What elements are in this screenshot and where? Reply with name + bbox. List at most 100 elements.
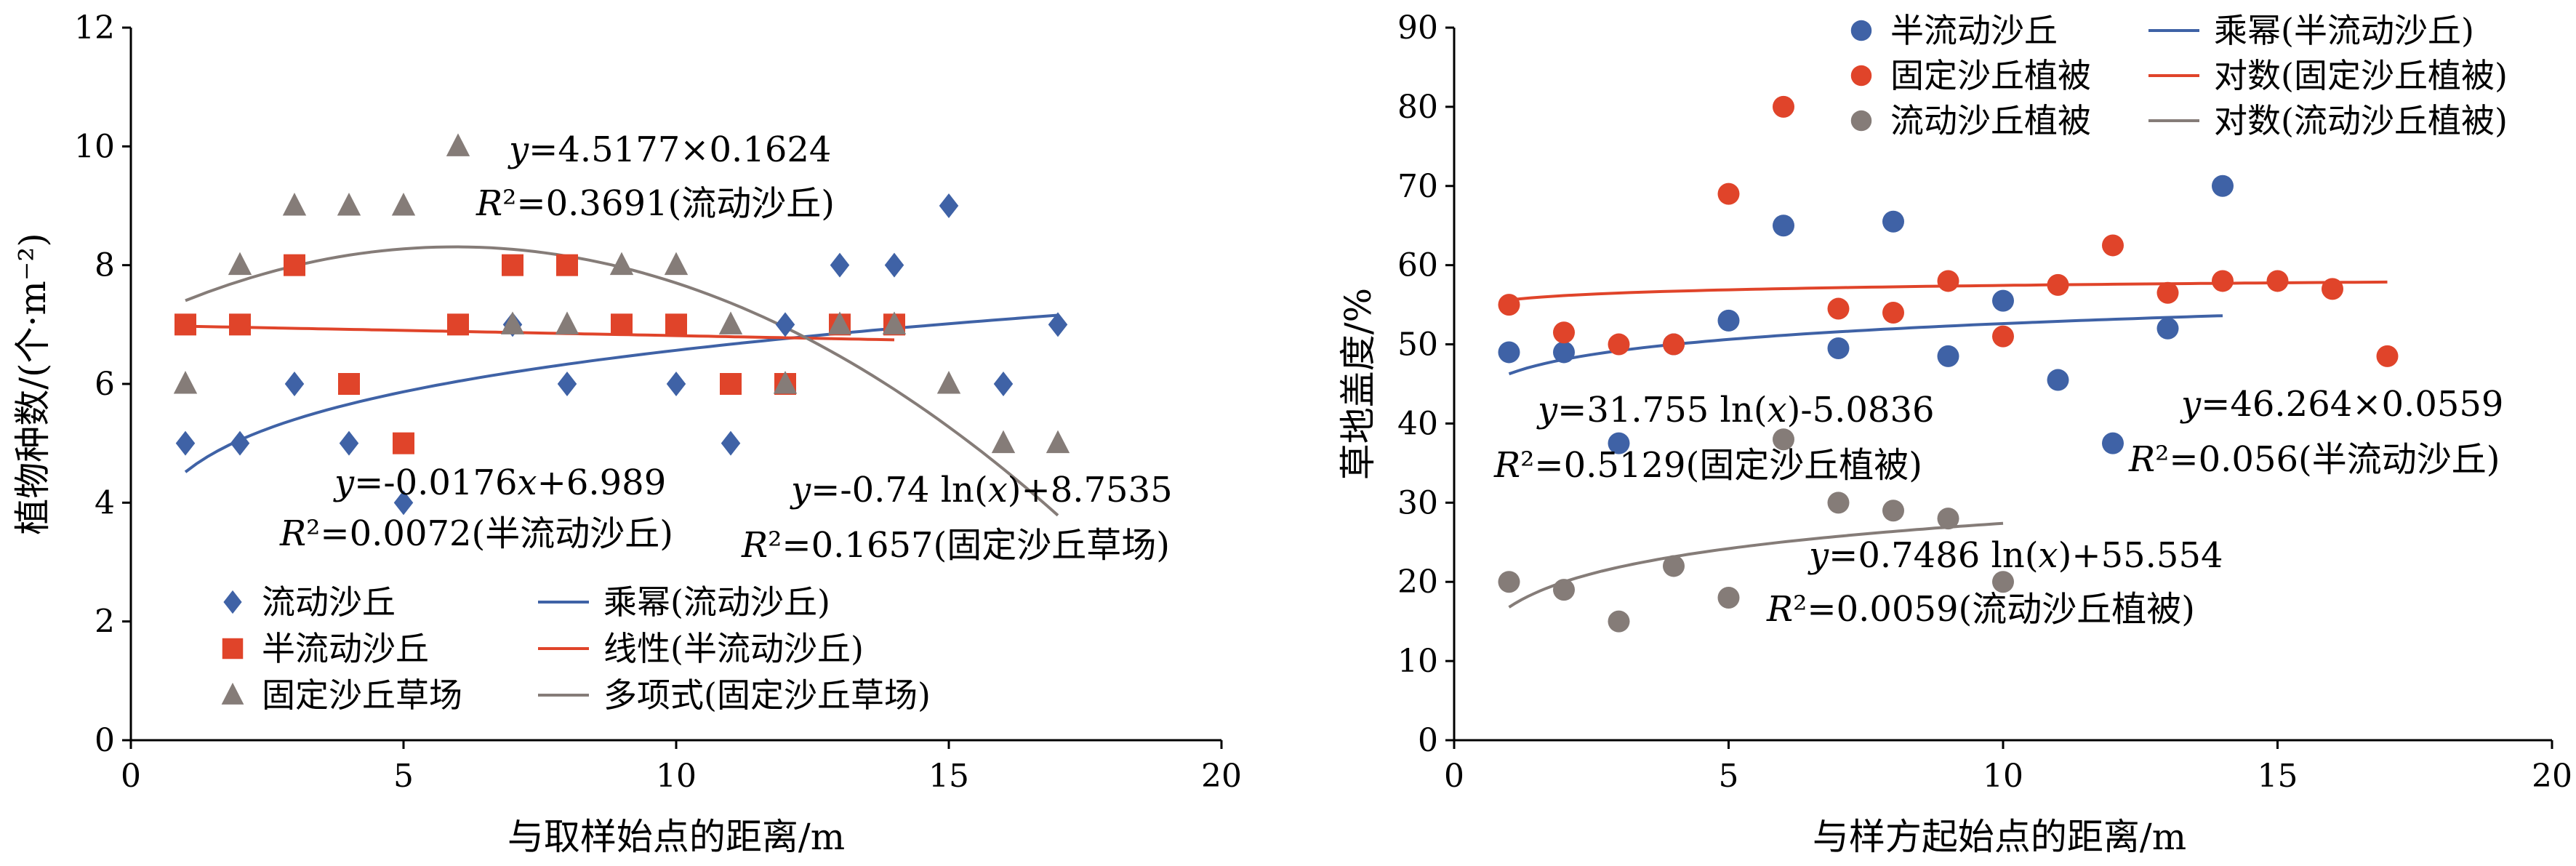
legend-label: 对数(流动沙丘植被) [2214, 101, 2508, 140]
data-point [1553, 341, 1575, 364]
data-point [339, 430, 359, 456]
legend-marker [221, 682, 244, 705]
y-tick-label: 10 [1397, 643, 1438, 680]
data-point [1992, 289, 2014, 312]
y-tick-label: 8 [95, 247, 115, 284]
data-point [555, 311, 579, 334]
x-tick-label: 20 [2532, 758, 2572, 795]
data-point [2376, 345, 2399, 367]
data-point [1553, 579, 1575, 601]
y-tick-label: 90 [1397, 9, 1438, 47]
data-point [1048, 312, 1068, 337]
r-squared-label: R²=0.0072(半流动沙丘) [279, 513, 673, 554]
data-point [773, 371, 798, 394]
data-point [446, 133, 470, 156]
data-point [1992, 571, 2014, 593]
data-point [1608, 333, 1630, 356]
y-tick-label: 80 [1397, 89, 1438, 126]
data-point [282, 193, 307, 216]
data-point [2266, 270, 2289, 292]
data-point [1553, 321, 1575, 344]
data-point [830, 252, 850, 278]
trendline [185, 324, 895, 342]
data-point [936, 371, 961, 394]
r-squared-label: R²=0.0059(流动沙丘植被) [1766, 589, 2195, 630]
data-point [284, 254, 305, 276]
y-tick-label: 6 [95, 366, 115, 403]
data-point [721, 430, 741, 456]
data-point [1663, 555, 1685, 577]
equation-label: y=4.5177×0.1624 [507, 129, 831, 170]
data-point [1773, 95, 1794, 118]
legend-label: 固定沙丘植被 [1890, 56, 2091, 95]
data-point [1827, 492, 1850, 514]
data-point [2047, 273, 2069, 296]
equation-label: y=46.264×0.0559 [2180, 384, 2503, 425]
data-point [2156, 281, 2179, 304]
x-tick-label: 15 [928, 758, 969, 795]
legend-marker [223, 590, 242, 614]
legend-label: 线性(半流动沙丘) [603, 629, 864, 668]
legend-label: 半流动沙丘 [1890, 11, 2058, 50]
data-point [1498, 571, 1520, 593]
x-tick-label: 5 [1719, 758, 1739, 795]
data-point [2212, 270, 2234, 292]
data-point [2102, 432, 2124, 454]
x-tick-label: 10 [656, 758, 697, 795]
data-point [1827, 297, 1850, 320]
legend-label: 乘幂(半流动沙丘) [2214, 11, 2474, 50]
y-tick-label: 0 [95, 722, 115, 759]
x-tick-label: 20 [1201, 758, 1242, 795]
equation-label: y=-0.0176x+6.989 [333, 462, 666, 503]
data-point [2322, 278, 2343, 300]
data-point [1882, 210, 1904, 233]
data-point [884, 252, 904, 278]
legend: 半流动沙丘 乘幂(半流动沙丘) 固定沙丘植被 对数(固定沙丘植被) 流动沙丘植被 对数(流… [1850, 11, 2508, 140]
data-point [229, 313, 251, 336]
data-point [557, 372, 577, 396]
data-point [1937, 270, 1959, 292]
data-point [284, 372, 305, 396]
y-tick-label: 30 [1397, 484, 1438, 521]
data-point [174, 313, 196, 336]
y-tick-label: 0 [1418, 722, 1438, 759]
x-tick-label: 10 [1983, 758, 2023, 795]
data-point [1992, 325, 2014, 348]
data-point [1498, 294, 1520, 316]
data-point [666, 372, 686, 396]
data-point [1608, 432, 1630, 454]
data-point [502, 254, 523, 276]
legend-label: 固定沙丘草场 [262, 675, 462, 715]
data-point [1717, 587, 1740, 609]
x-tick-label: 0 [121, 758, 141, 795]
y-tick-label: 50 [1397, 326, 1438, 364]
data-point [991, 430, 1016, 454]
data-point [718, 311, 743, 334]
data-point [882, 311, 907, 334]
data-point [447, 313, 469, 336]
data-point [1827, 337, 1850, 359]
r-squared-label: R²=0.3691(流动沙丘) [476, 183, 835, 224]
data-point [609, 252, 634, 276]
legend-label: 乘幂(流动沙丘) [603, 582, 830, 622]
data-point [1663, 333, 1685, 356]
r-squared-label: R²=0.056(半流动沙丘) [2128, 439, 2500, 480]
data-point [1882, 500, 1904, 522]
data-point [173, 371, 198, 394]
data-point [393, 490, 414, 516]
data-point [939, 193, 959, 218]
legend: 流动沙丘 乘幂(流动沙丘) 半流动沙丘 线性(半流动沙丘) 固定沙丘草场 多项式(固定沙丘… [221, 582, 931, 715]
legend-label: 流动沙丘 [262, 582, 396, 622]
data-point [720, 373, 742, 395]
y-tick-label: 10 [74, 128, 115, 165]
r-squared-label: R²=0.5129(固定沙丘植被) [1493, 445, 1922, 486]
data-point [1937, 345, 1959, 367]
data-point [665, 313, 687, 336]
data-point [664, 252, 689, 276]
data-point [1717, 183, 1740, 205]
x-axis-label: 与取样始点的距离/m [507, 816, 845, 858]
equation-label: y=-0.74 ln(x)+8.7535 [790, 470, 1173, 510]
data-point [1717, 309, 1740, 332]
